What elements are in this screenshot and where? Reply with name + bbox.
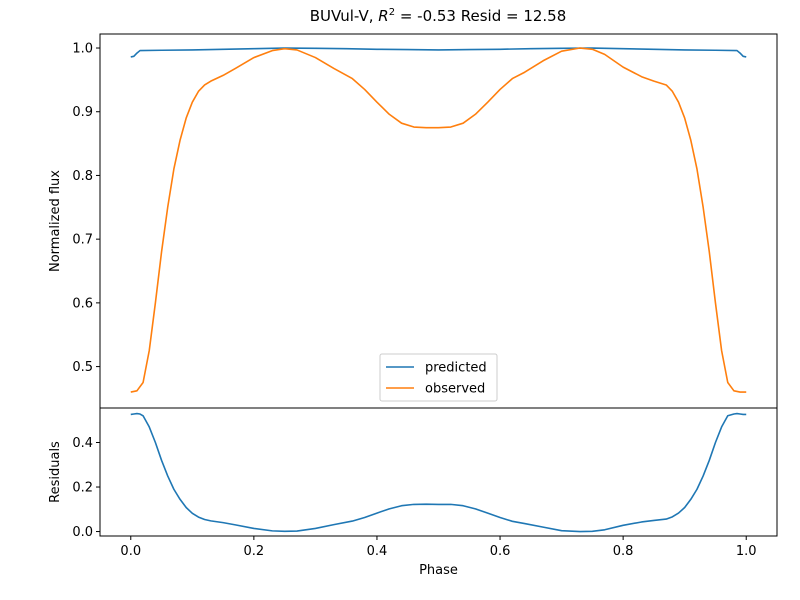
- phase-x-ticks: 0.0 0.2 0.4 0.6 0.8 1.0: [120, 536, 757, 559]
- series-line-observed: [130, 47, 747, 393]
- phase-x-tick-label: 0.2: [244, 544, 265, 559]
- residuals-y-tick-label: 0.2: [72, 481, 93, 496]
- title-suffix: = -0.53 Resid = 12.58: [395, 7, 566, 25]
- flux-y-tick-label: 1.0: [72, 42, 93, 57]
- flux-y-ticks: 0.5 0.6 0.7 0.8 0.9 1.0: [72, 42, 100, 375]
- legend: predicted observed: [379, 353, 498, 402]
- legend-label-observed: observed: [425, 382, 485, 397]
- title-r: R: [378, 7, 388, 25]
- phase-x-tick-label: 0.6: [490, 544, 511, 559]
- flux-panel: 0.5 0.6 0.7 0.8 0.9 1.0 Normalized flux predi…: [48, 33, 778, 409]
- phase-x-tick-label: 0.4: [367, 544, 388, 559]
- residuals-axes-frame: [99, 407, 778, 537]
- phase-x-tick-label: 0.0: [120, 544, 141, 559]
- phase-x-tick-label: 1.0: [736, 544, 757, 559]
- flux-y-tick-label: 0.7: [72, 233, 93, 248]
- series-line-predicted: [130, 47, 747, 58]
- residuals-y-tick-label: 0.4: [72, 436, 93, 451]
- residuals-y-ticks: 0.0 0.2 0.4: [72, 436, 100, 540]
- flux-y-axis-label: Normalized flux: [48, 170, 63, 272]
- legend-box: [379, 353, 498, 402]
- flux-y-tick-label: 0.8: [72, 169, 93, 184]
- legend-label-predicted: predicted: [425, 361, 487, 376]
- phase-x-tick-label: 0.8: [613, 544, 634, 559]
- flux-lines: [130, 47, 747, 393]
- residuals-panel: 0.0 0.2 0.4 0.0 0.2 0.4 0.6 0.8 1.0 Residuals P…: [48, 407, 778, 578]
- residuals-y-tick-label: 0.0: [72, 525, 93, 540]
- chart-title: BUVul-V, R2 = -0.53 Resid = 12.58: [310, 7, 567, 25]
- residual-lines: [130, 412, 747, 533]
- series-line-residuals: [130, 412, 747, 533]
- flux-y-tick-label: 0.6: [72, 296, 93, 311]
- title-sup: 2: [389, 7, 395, 18]
- phase-x-axis-label: Phase: [419, 563, 458, 578]
- flux-y-tick-label: 0.5: [72, 360, 93, 375]
- flux-y-tick-label: 0.9: [72, 105, 93, 120]
- residuals-y-axis-label: Residuals: [48, 441, 63, 503]
- title-prefix: BUVul-V,: [310, 7, 379, 25]
